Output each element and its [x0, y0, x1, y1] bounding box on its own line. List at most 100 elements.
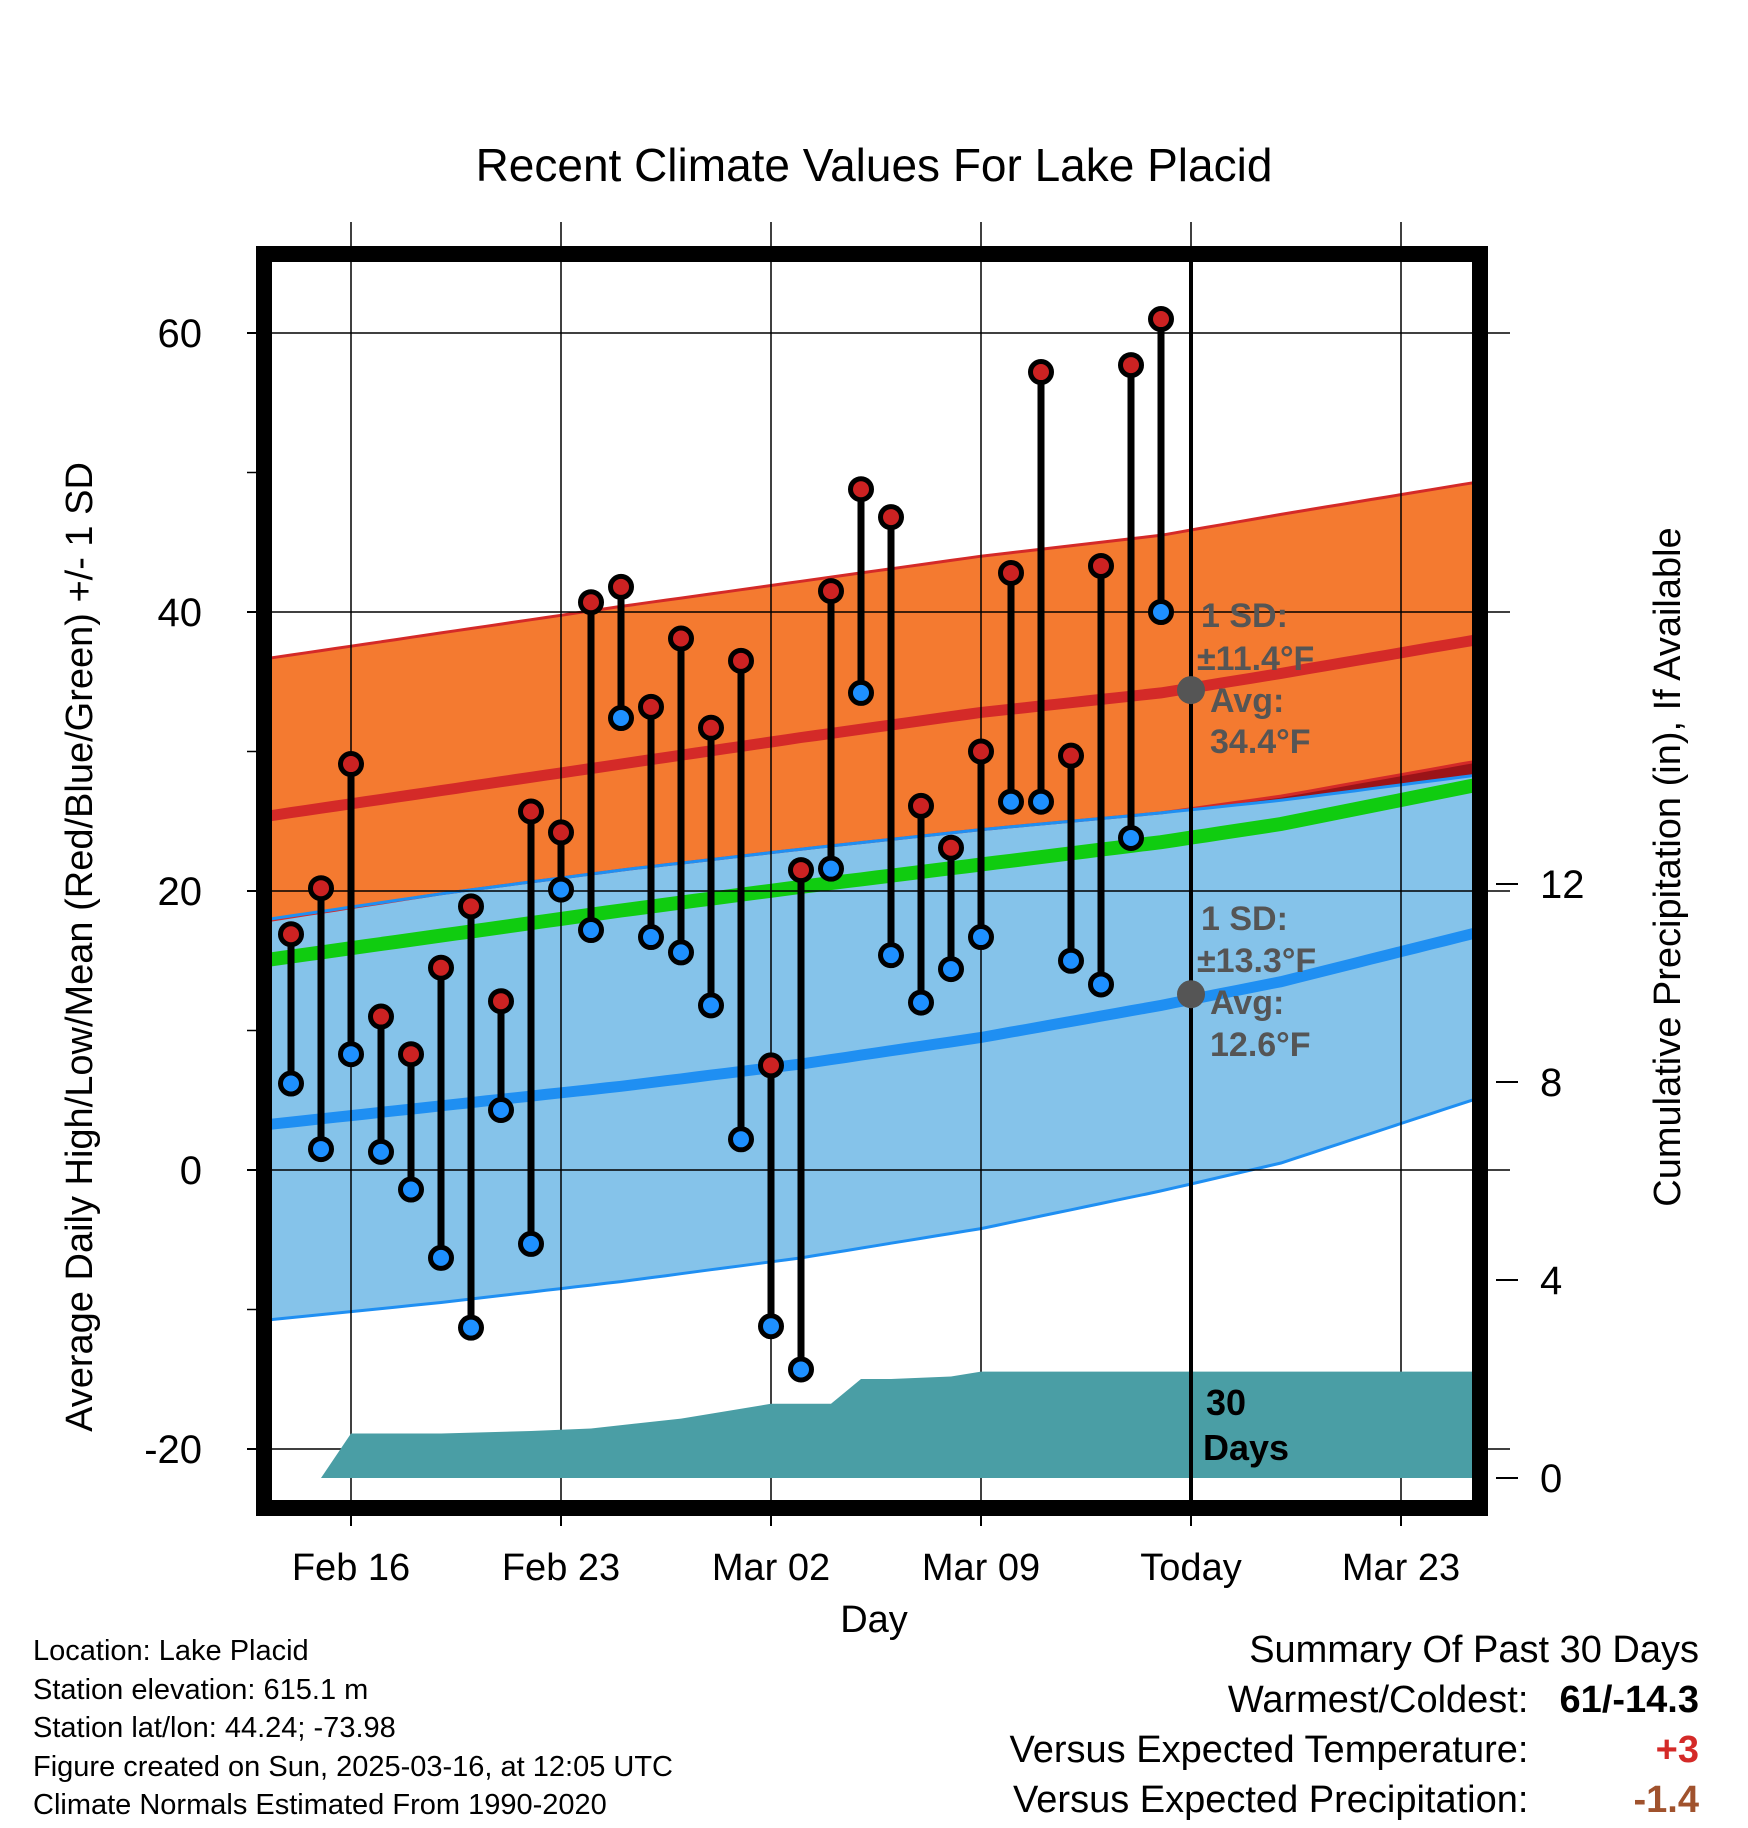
info-normals: Climate Normals Estimated From 1990-2020: [33, 1789, 607, 1821]
obs-high-point: [428, 954, 454, 981]
info-location: Location: Lake Placid: [33, 1635, 309, 1667]
obs-high-point: [848, 476, 874, 503]
obs-high-point: [818, 578, 844, 605]
obs-high-point: [548, 819, 574, 846]
obs-high-point: [968, 738, 994, 765]
x-tick-label: Mar 23: [1342, 1547, 1460, 1589]
obs-high-point: [698, 714, 724, 741]
high-sd-value: ±11.4°F: [1197, 640, 1314, 678]
low-avg-value: 12.6°F: [1210, 1026, 1311, 1064]
obs-low-point: [1148, 599, 1174, 625]
obs-low-point: [548, 876, 574, 903]
obs-high-point: [1058, 742, 1084, 769]
obs-low-point: [908, 989, 934, 1016]
obs-high-point: [938, 834, 964, 861]
y2-tick-label: 8: [1540, 1061, 1562, 1105]
obs-high-point: [608, 573, 634, 600]
period-number: 30: [1206, 1382, 1246, 1423]
summary-temp-row: Versus Expected Temperature: +3: [1010, 1725, 1699, 1775]
obs-low-point: [1088, 971, 1114, 998]
obs-high-point: [1028, 359, 1054, 386]
obs-high-point: [578, 589, 604, 616]
today-high-avg-marker: [1177, 676, 1205, 705]
info-latlon: Station lat/lon: 44.24; -73.98: [33, 1712, 396, 1744]
obs-low-point: [1058, 947, 1084, 974]
obs-low-point: [1028, 788, 1054, 815]
high-sd-upper-edge: [260, 480, 1477, 661]
high-avg-label: Avg:: [1210, 682, 1284, 720]
high-normal-line: [260, 634, 1477, 823]
obs-high-point: [1088, 552, 1114, 579]
high-avg-value: 34.4°F: [1210, 723, 1311, 761]
today-layer: [1177, 260, 1205, 1508]
obs-low-point: [728, 1126, 754, 1153]
summary-precip-label: Versus Expected Precipitation:: [1013, 1779, 1529, 1821]
low-sd-label: 1 SD:: [1201, 900, 1288, 938]
y-tick-label: -20: [144, 1428, 202, 1472]
y-tick-label: 60: [158, 312, 203, 356]
low-sd-lower-edge: [260, 1097, 1477, 1323]
x-tick-label: Feb 23: [502, 1547, 620, 1589]
obs-high-point: [488, 988, 514, 1015]
obs-low-point: [818, 855, 844, 882]
high-sd-label: 1 SD:: [1201, 597, 1288, 635]
obs-low-point: [518, 1230, 544, 1257]
obs-low-point: [578, 917, 604, 944]
x-axis-label: Day: [840, 1599, 908, 1641]
obs-low-point: [428, 1244, 454, 1271]
x-tick-label: Mar 02: [712, 1547, 830, 1589]
summary-heading: Summary Of Past 30 Days: [1249, 1629, 1699, 1671]
obs-low-point: [968, 924, 994, 951]
obs-high-point: [398, 1041, 424, 1068]
low-normal-line: [260, 927, 1478, 1131]
obs-high-point: [668, 625, 694, 652]
obs-high-point: [758, 1052, 784, 1079]
y-tick-label: 40: [158, 591, 203, 635]
obs-high-point: [1148, 306, 1174, 333]
y2-tick-label: 0: [1540, 1457, 1562, 1501]
obs-high-point: [908, 792, 934, 819]
obs-low-point: [488, 1097, 514, 1124]
obs-high-point: [878, 504, 904, 531]
obs-low-point: [938, 956, 964, 983]
obs-low-point: [848, 679, 874, 706]
obs-high-point: [308, 875, 334, 902]
x-tick-label: Today: [1140, 1547, 1241, 1589]
y2-axis-label: Cumulative Precipitation (in), If Availa…: [1647, 527, 1689, 1206]
plot-frame: [256, 246, 1488, 1516]
station-info: Location: Lake Placid Station elevation:…: [33, 1632, 673, 1825]
obs-low-point: [668, 939, 694, 966]
obs-high-point: [338, 751, 364, 778]
obs-high-point: [788, 857, 814, 884]
obs-high-point: [458, 893, 484, 920]
summary-precip-value: -1.4: [1633, 1779, 1699, 1821]
obs-low-point: [698, 992, 724, 1019]
today-low-avg-marker: [1177, 980, 1205, 1009]
low-avg-label: Avg:: [1210, 984, 1284, 1022]
summary-warmest-value: 61/-14.3: [1559, 1679, 1699, 1721]
obs-low-point: [458, 1314, 484, 1341]
obs-low-point: [1118, 824, 1144, 851]
obs-high-point: [998, 559, 1024, 586]
obs-low-point: [758, 1313, 784, 1340]
y2-tick-label: 4: [1540, 1259, 1562, 1303]
precip-area: [321, 1371, 1476, 1478]
summary-warmest-label: Warmest/Coldest:: [1227, 1679, 1529, 1721]
summary-temp-value: +3: [1655, 1729, 1699, 1771]
obs-high-point: [518, 798, 544, 825]
obs-low-point: [278, 1070, 304, 1097]
summary-temp-label: Versus Expected Temperature:: [1009, 1729, 1529, 1771]
y-tick-label: 20: [158, 870, 203, 914]
obs-high-point: [1118, 352, 1144, 379]
obs-high-point: [278, 921, 304, 948]
obs-high-point: [728, 647, 754, 674]
obs-low-point: [998, 788, 1024, 815]
obs-low-point: [368, 1138, 394, 1165]
info-elevation: Station elevation: 615.1 m: [33, 1673, 369, 1706]
precipitation-area: [321, 1371, 1476, 1478]
mean-normal-line: [260, 778, 1478, 968]
period-unit: Days: [1203, 1427, 1289, 1468]
low-sd-value: ±13.3°F: [1197, 942, 1316, 980]
